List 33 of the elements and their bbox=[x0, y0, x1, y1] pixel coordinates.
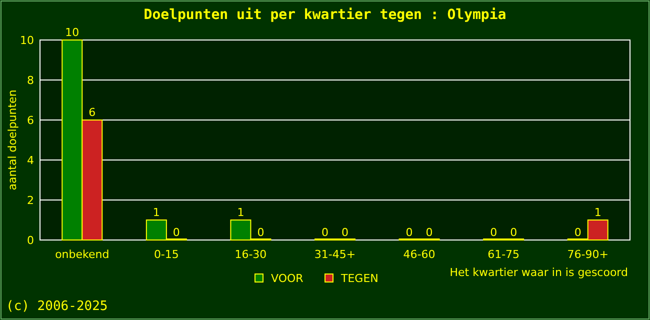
data-label: 0 bbox=[426, 226, 433, 239]
y-tick-label: 6 bbox=[27, 114, 34, 127]
y-tick-label: 4 bbox=[27, 154, 34, 167]
data-label: 0 bbox=[322, 226, 328, 239]
x-tick-label: 31-45+ bbox=[314, 248, 356, 261]
data-label: 1 bbox=[594, 206, 602, 219]
data-label: 1 bbox=[152, 206, 160, 219]
data-label: 0 bbox=[490, 226, 498, 239]
y-tick-label: 2 bbox=[27, 194, 34, 207]
legend-label: VOOR bbox=[271, 272, 304, 285]
x-tick-label: 76-90+ bbox=[567, 248, 608, 261]
legend-label: TEGEN bbox=[340, 272, 378, 285]
x-tick-label: 0-15 bbox=[154, 248, 179, 261]
x-tick-label: 61-75 bbox=[488, 248, 520, 261]
x-tick-label: onbekend bbox=[55, 248, 110, 261]
data-label: 0 bbox=[342, 226, 348, 239]
text: (c) 2006-2025 bbox=[6, 299, 108, 314]
data-label: 1 bbox=[237, 206, 244, 219]
data-label: 0 bbox=[257, 226, 264, 239]
data-label: 0 bbox=[406, 226, 413, 239]
y-tick-label: 8 bbox=[27, 74, 34, 87]
data-label: 0 bbox=[510, 226, 518, 239]
data-label: 0 bbox=[172, 226, 180, 239]
y-tick-label: 0 bbox=[27, 234, 34, 247]
x-axis-title: Het kwartier waar in is gescoord bbox=[450, 266, 628, 279]
chart-title: Doelpunten uit per kwartier tegen : Olympia bbox=[144, 7, 506, 23]
x-tick-label: 16-30 bbox=[234, 248, 267, 261]
y-tick-label: 10 bbox=[20, 34, 34, 47]
data-label: 6 bbox=[88, 106, 96, 119]
y-axis-title: aantal doelpunten bbox=[6, 90, 19, 190]
x-tick-label: 46-60 bbox=[403, 248, 436, 261]
data-label: 0 bbox=[574, 226, 582, 239]
data-label: 10 bbox=[65, 26, 80, 39]
